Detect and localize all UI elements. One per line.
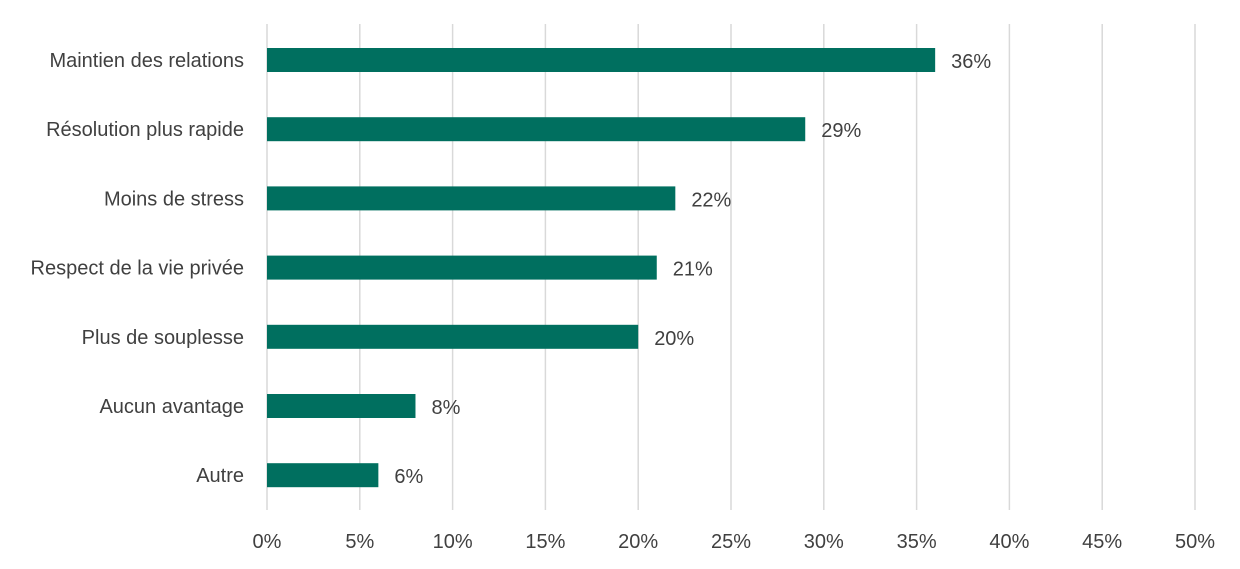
- x-tick-label: 35%: [897, 531, 937, 553]
- data-label: 29%: [821, 120, 861, 142]
- category-label: Résolution plus rapide: [46, 119, 244, 141]
- x-tick-label: 5%: [345, 531, 374, 553]
- data-label: 20%: [654, 328, 694, 350]
- data-label: 8%: [431, 397, 460, 419]
- bar: [267, 255, 657, 280]
- bar: [267, 394, 416, 418]
- bar: [267, 117, 806, 142]
- x-tick-label: 10%: [433, 531, 473, 553]
- category-label: Moins de stress: [104, 188, 244, 210]
- bar: [267, 48, 936, 72]
- category-label: Aucun avantage: [99, 396, 244, 418]
- bar: [267, 324, 639, 349]
- category-label: Plus de souplesse: [82, 327, 244, 349]
- x-tick-label: 40%: [989, 531, 1029, 553]
- x-tick-label: 15%: [525, 531, 565, 553]
- x-tick-label: 45%: [1082, 531, 1122, 553]
- bars: [267, 48, 936, 488]
- category-label: Autre: [196, 465, 244, 487]
- category-label: Maintien des relations: [49, 50, 244, 72]
- x-tick-label: 20%: [618, 531, 658, 553]
- data-label: 21%: [673, 259, 713, 281]
- data-labels: 36% 29% 22% 21% 20% 8% 6%: [394, 51, 991, 488]
- x-axis-tick-labels: 0% 5% 10% 15% 20% 25% 30% 35% 40% 45% 50%: [253, 531, 1216, 553]
- category-labels: Maintien des relations Résolution plus ra…: [31, 50, 244, 487]
- data-label: 6%: [394, 466, 423, 488]
- x-tick-label: 50%: [1175, 531, 1215, 553]
- category-label: Respect de la vie privée: [31, 258, 244, 280]
- x-tick-label: 25%: [711, 531, 751, 553]
- bar: [267, 463, 379, 488]
- data-label: 22%: [691, 189, 731, 211]
- bar: [267, 186, 676, 211]
- x-tick-label: 30%: [804, 531, 844, 553]
- data-label: 36%: [951, 51, 991, 73]
- x-tick-label: 0%: [253, 531, 282, 553]
